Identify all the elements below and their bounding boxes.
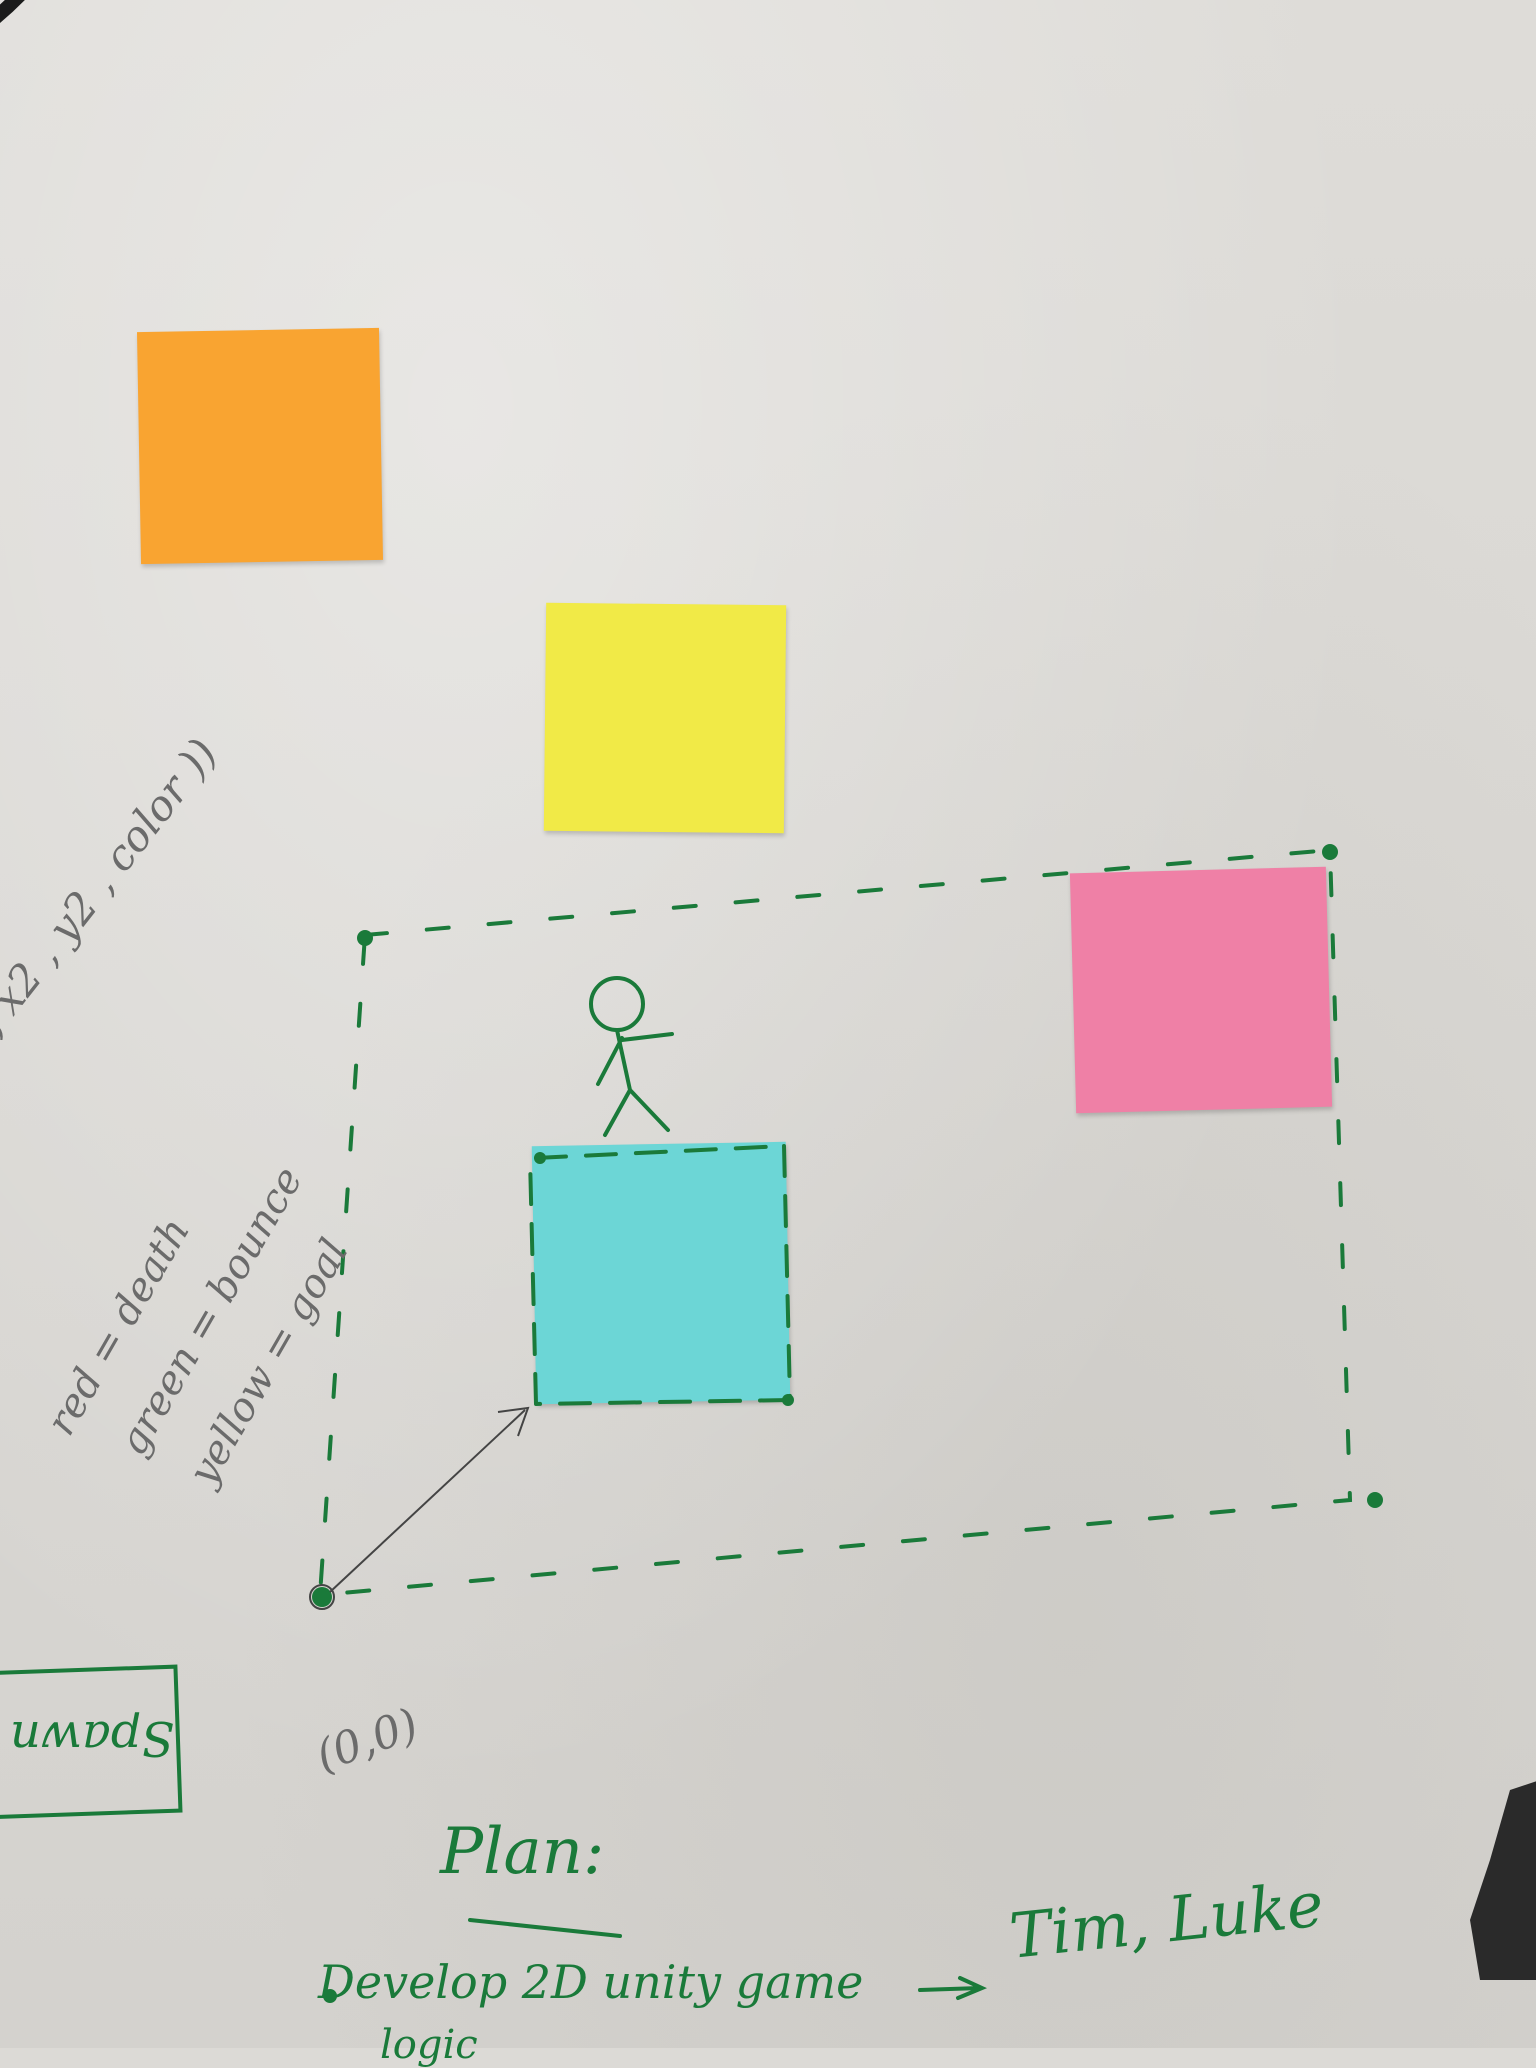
sticky-note-cyan xyxy=(531,1141,791,1405)
sticky-note-orange xyxy=(136,327,384,565)
plan-title: Plan: xyxy=(440,1815,605,1889)
spawn-label: Spawn xyxy=(10,1710,175,1766)
cable xyxy=(0,0,25,24)
sticky-note-yellow xyxy=(543,602,787,834)
binder-clip xyxy=(1470,1781,1536,1980)
plan-item: Develop 2D unity game xyxy=(318,1955,864,2009)
sticky-note-pink xyxy=(1069,866,1333,1114)
plan-item: logic xyxy=(380,2022,478,2068)
